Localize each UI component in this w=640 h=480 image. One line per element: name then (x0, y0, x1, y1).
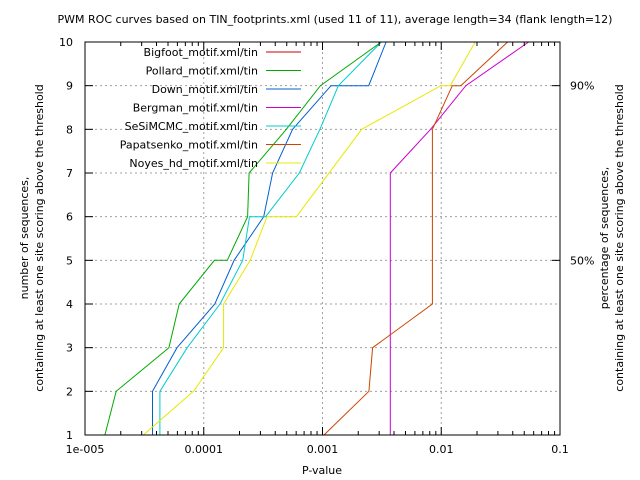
y2-tick-label: 90% (570, 80, 594, 93)
y-tick-label: 3 (66, 342, 73, 355)
series-line (142, 41, 476, 436)
y-tick-label: 9 (66, 80, 73, 93)
y-tick-label: 1 (66, 429, 73, 442)
y-tick-label: 5 (66, 254, 73, 267)
axis-ticks: 1e-005 0.0001 0.001 0.01 0.1 1 2 3 4 5 6 7 8 9 10 50% 90… (59, 36, 594, 456)
legend-label: Papatsenko_motif.xml/tin (120, 139, 258, 152)
y-axis-label-left-line1: number of sequences, (18, 177, 31, 300)
legend-label: Bigfoot_motif.xml/tin (144, 46, 258, 59)
x-tick-label: 0.0001 (185, 443, 224, 456)
chart-title: PWM ROC curves based on TIN_footprints.x… (58, 13, 613, 26)
y-axis-label-right-line1: percentage of sequences, (598, 167, 611, 309)
legend-label: Bergman_motif.xml/tin (133, 102, 258, 115)
series-line (323, 41, 508, 436)
y-tick-label: 7 (66, 167, 73, 180)
legend: Bigfoot_motif.xml/tin Pollard_motif.xml/t… (120, 46, 301, 170)
x-tick-label: 0.1 (551, 443, 569, 456)
series-line (389, 41, 529, 435)
y2-tick-label: 50% (570, 254, 594, 267)
series-line (104, 41, 382, 436)
y-tick-label: 2 (66, 385, 73, 398)
y-axis-label-right-line2: containing at least one site scoring abo… (613, 84, 626, 391)
legend-label: SeSiMCMC_motif.xml/tin (125, 120, 258, 133)
legend-label: Down_motif.xml/tin (152, 83, 258, 96)
y-axis-label-left-line2: containing at least one site scoring abo… (33, 84, 46, 391)
y-tick-label: 8 (66, 123, 73, 136)
x-axis-label: P-value (302, 464, 342, 477)
x-tick-label: 0.01 (429, 443, 454, 456)
grid (85, 42, 560, 435)
x-tick-label: 0.001 (307, 443, 339, 456)
y-tick-label: 6 (66, 211, 73, 224)
series-line (159, 41, 382, 435)
series-lines (104, 41, 529, 436)
x-tick-label: 1e-005 (66, 443, 105, 456)
y-tick-label: 10 (59, 36, 73, 49)
y-tick-label: 4 (66, 298, 73, 311)
legend-label: Noyes_hd_motif.xml/tin (129, 157, 258, 170)
legend-label: Pollard_motif.xml/tin (146, 65, 258, 78)
